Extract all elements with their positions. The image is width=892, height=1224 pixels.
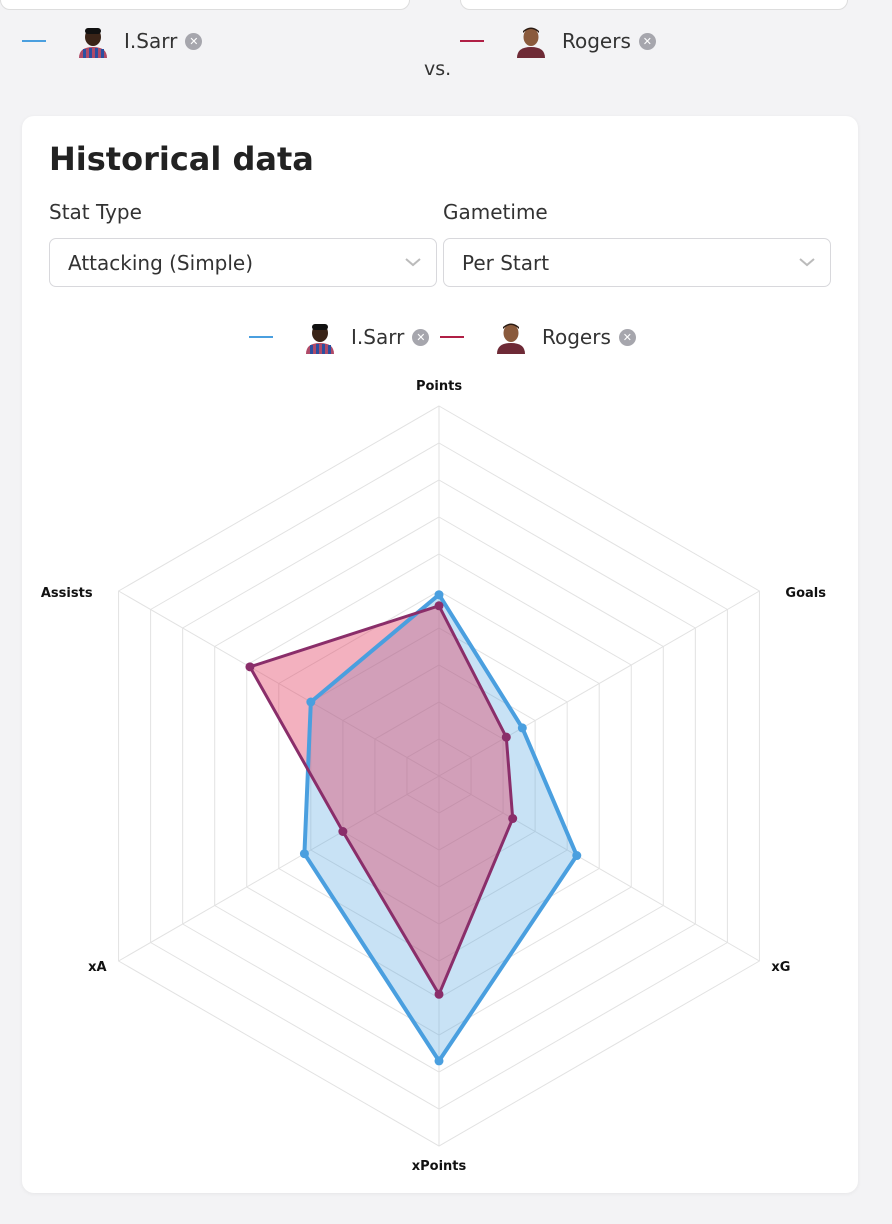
player-avatar: [79, 28, 107, 58]
data-point: [434, 989, 444, 999]
player-avatar: [497, 323, 525, 354]
grid-spoke: [118, 775, 440, 962]
grid-spoke: [438, 590, 760, 777]
card-title: Historical data: [49, 140, 314, 178]
close-icon[interactable]: ✕: [185, 32, 203, 50]
data-point: [299, 849, 309, 859]
data-point: [434, 1056, 444, 1066]
data-point: [517, 723, 527, 733]
close-icon[interactable]: ✕: [618, 328, 636, 346]
data-point: [338, 827, 348, 836]
series-line-icon: [249, 336, 273, 338]
chevron-down-icon: [799, 258, 815, 267]
axis-label: xPoints: [412, 1159, 467, 1174]
close-icon[interactable]: ✕: [412, 328, 430, 346]
player-chip-left: I.Sarr ✕: [22, 25, 203, 58]
gametime-label: Gametime: [443, 200, 548, 224]
player-search-right[interactable]: [460, 0, 848, 10]
player-avatar: [517, 27, 545, 58]
player-name: Rogers: [562, 29, 631, 53]
axis-label: xA: [88, 960, 106, 975]
player-search-left[interactable]: [0, 0, 410, 10]
gametime-value: Per Start: [462, 250, 550, 275]
player-chip-right: Rogers ✕: [460, 25, 656, 58]
data-point: [306, 697, 316, 707]
series-line-icon: [460, 40, 484, 42]
grid-spoke: [438, 775, 760, 962]
data-point: [572, 851, 582, 861]
series-area: [304, 594, 577, 1061]
data-point: [434, 601, 444, 611]
data-point: [508, 814, 518, 824]
radar-chart: Points Goals xG xPoints xA Assists: [41, 379, 826, 1174]
stat-type-value: Attacking (Simple): [68, 250, 254, 275]
data-point: [434, 590, 444, 600]
axis-label: Assists: [41, 586, 93, 601]
legend-item-rogers: Rogers ✕: [440, 321, 636, 354]
stat-type-label: Stat Type: [49, 200, 142, 224]
historical-data-card: Historical data Stat Type Gametime Attac…: [22, 116, 858, 1193]
legend-item-sarr: I.Sarr ✕: [249, 321, 430, 354]
series-area: [249, 605, 513, 995]
close-icon[interactable]: ✕: [638, 32, 656, 50]
stat-type-select[interactable]: Attacking (Simple): [49, 238, 437, 287]
gametime-select[interactable]: Per Start: [443, 238, 831, 287]
axis-label: Points: [416, 379, 462, 394]
series-line-icon: [22, 40, 46, 42]
axis-label: Goals: [785, 586, 826, 601]
player-avatar: [306, 324, 334, 354]
legend-label: I.Sarr: [351, 325, 405, 349]
chevron-down-icon: [405, 258, 421, 267]
data-point: [245, 662, 255, 672]
axis-label: xG: [771, 960, 790, 975]
grid-spoke: [118, 590, 440, 777]
data-point: [501, 732, 511, 742]
vs-label: vs.: [424, 58, 452, 80]
series-line-icon: [440, 336, 464, 338]
legend-label: Rogers: [542, 325, 611, 349]
player-name: I.Sarr: [124, 29, 178, 53]
